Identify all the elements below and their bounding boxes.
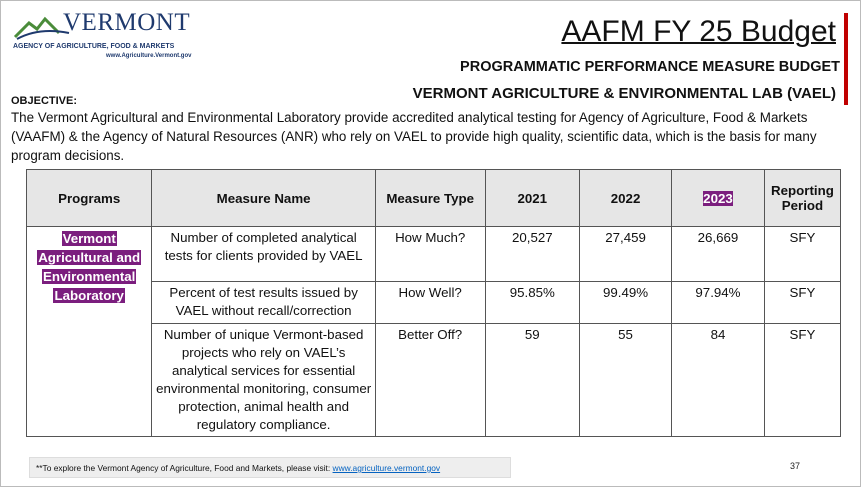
column-header: Measure Type <box>374 169 486 227</box>
table-cell: SFY <box>763 323 842 437</box>
header-row: Programs Measure Name Measure Type 2021 2022… <box>25 169 842 227</box>
table-cell: Better Off? <box>374 323 486 437</box>
table-cell: 55 <box>579 323 673 437</box>
column-header: Measure Name <box>151 169 376 227</box>
logo-name: VERMONT <box>63 9 191 36</box>
table-row: Number of unique Vermont-based projects … <box>27 323 842 437</box>
table-body: Vermont Agricultural and Environmental L… <box>25 226 842 437</box>
logo-mark <box>13 16 70 40</box>
objective-label: OBJECTIVE: <box>11 95 78 107</box>
column-header: Programs <box>25 169 153 227</box>
program-name: Vermont Agricultural and Environmental L… <box>37 231 142 303</box>
table-cell: 59 <box>484 323 581 437</box>
table-cell: 99.49% <box>579 281 673 324</box>
footer-text: **To explore the Vermont Agency of Agric… <box>36 463 333 473</box>
table-cell: 84 <box>671 323 765 437</box>
table-row: Percent of test results issued by VAEL w… <box>27 281 842 324</box>
page-number: 37 <box>790 461 801 471</box>
column-header-text: Measure Name <box>216 190 311 206</box>
table-cell: 95.85% <box>484 281 581 324</box>
column-header: 2023 <box>671 169 765 227</box>
accent-bar <box>844 13 848 105</box>
program-cell: Vermont Agricultural and Environmental L… <box>25 226 153 437</box>
table-cell: 20,527 <box>484 226 581 282</box>
table-cell: SFY <box>763 281 842 324</box>
table-cell: Number of completed analytical tests for… <box>151 226 376 282</box>
footer-link[interactable]: www.agriculture.vermont.gov <box>332 463 441 473</box>
table-cell: 26,669 <box>671 226 765 282</box>
table-cell: How Much? <box>374 226 486 282</box>
table-cell: 97.94% <box>671 281 765 324</box>
column-header-text: Measure Type <box>386 190 475 206</box>
table-cell: How Well? <box>374 281 486 324</box>
column-header-text: 2021 <box>517 190 548 206</box>
title: AAFM FY 25 Budget <box>561 15 836 48</box>
table-cell: Percent of test results issued by VAEL w… <box>151 281 376 324</box>
column-header-text: Reporting Period <box>771 183 834 213</box>
section-title: VERMONT AGRICULTURE & ENVIRONMENTAL LAB … <box>412 85 836 102</box>
table-cell: 27,459 <box>579 226 673 282</box>
objective-text: The Vermont Agricultural and Environment… <box>11 110 817 163</box>
column-header: Reporting Period <box>763 169 842 227</box>
column-header-text: Programs <box>58 190 121 206</box>
subtitle: PROGRAMMATIC PERFORMANCE MEASURE BUDGET <box>460 59 840 75</box>
logo-url: www.Agriculture.Vermont.gov <box>106 53 192 59</box>
measures-table: Programs Measure Name Measure Type 2021 2022… <box>25 169 842 437</box>
table-cell: Number of unique Vermont-based projects … <box>151 323 376 437</box>
logo-agency: AGENCY OF AGRICULTURE, FOOD & MARKETS <box>13 43 175 50</box>
column-header-text: 2022 <box>610 190 641 206</box>
table-cell: SFY <box>763 226 842 282</box>
footer: **To explore the Vermont Agency of Agric… <box>29 457 511 478</box>
column-header: 2021 <box>484 169 581 227</box>
table-row: Vermont Agricultural and Environmental L… <box>25 226 842 437</box>
column-header-text: 2023 <box>703 190 733 206</box>
column-header: 2022 <box>579 169 673 227</box>
